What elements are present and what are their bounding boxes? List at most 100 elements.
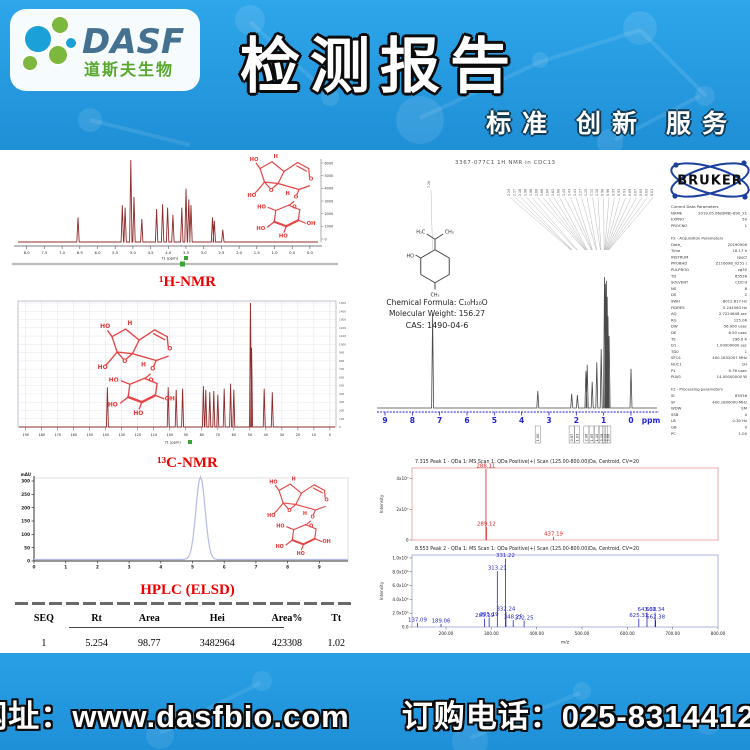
svg-text:1.0: 1.0	[271, 250, 278, 255]
bruker-logo: BRUKER	[670, 160, 750, 200]
svg-text:1200: 1200	[339, 326, 346, 330]
svg-text:H: H	[127, 320, 132, 327]
svg-text:130: 130	[119, 433, 125, 437]
svg-text:O: O	[325, 498, 329, 504]
svg-text:6.50 usec: 6.50 usec	[729, 330, 747, 335]
svg-text:7.5: 7.5	[41, 250, 48, 255]
svg-text:CH₃: CH₃	[431, 292, 440, 298]
svg-text:0: 0	[329, 433, 331, 437]
svg-text:1.00: 1.00	[739, 431, 748, 436]
svg-text:DE: DE	[671, 330, 677, 335]
svg-text:3.18: 3.18	[600, 434, 604, 442]
svg-text:0.98: 0.98	[601, 189, 605, 196]
svg-text:SWH: SWH	[671, 299, 680, 304]
svg-text:2.06: 2.06	[585, 434, 589, 442]
svg-text:65536: 65536	[735, 273, 748, 278]
svg-text:zg30: zg30	[738, 267, 748, 272]
svg-text:400.1832007 MHz: 400.1832007 MHz	[712, 355, 747, 360]
svg-text:332.24: 332.24	[497, 606, 516, 612]
svg-text:EXPNO: EXPNO	[671, 217, 684, 222]
svg-text:1.03: 1.03	[575, 434, 579, 442]
bruker-nmr-panel: 3367-077C1 1H NMR in CDC13 BRUKER Current …	[377, 160, 750, 444]
svg-text:50: 50	[742, 217, 747, 222]
svg-text:O: O	[269, 188, 274, 194]
x-axis: 8.0 7.5 7.0 6.5 6.0 5.5 5.0 4.5 4.0 3.5 3.0 2.5 2.0 1…	[14, 245, 322, 261]
svg-text:f1 (ppm): f1 (ppm)	[165, 441, 181, 445]
svg-text:7: 7	[437, 416, 442, 425]
svg-text:HO: HO	[267, 513, 275, 519]
svg-text:PROBHD: PROBHD	[671, 261, 687, 266]
svg-text:O: O	[167, 345, 172, 352]
svg-text:m/z: m/z	[561, 640, 570, 646]
brand-name: DASF	[82, 22, 184, 62]
hplc-label: HPLC (ELSD)	[140, 582, 235, 598]
table-top-rule	[15, 602, 355, 605]
svg-text:6: 6	[464, 416, 469, 425]
peaks	[18, 159, 318, 243]
svg-text:288.11: 288.11	[477, 463, 496, 469]
integration-values: 1.00 0.97 1.03 2.06 1.05 1.10 3.18 3.12 3.06	[534, 425, 612, 444]
svg-text:125.06: 125.06	[734, 317, 748, 322]
svg-text:FIDRES: FIDRES	[671, 305, 685, 310]
svg-text:0: 0	[33, 565, 36, 570]
svg-text:200: 200	[21, 505, 30, 510]
svg-text:800: 800	[339, 359, 345, 363]
svg-text:HO: HO	[297, 551, 305, 557]
svg-text:8012.817 Hz: 8012.817 Hz	[723, 299, 747, 304]
svg-text:9: 9	[318, 565, 321, 570]
svg-text:0.97: 0.97	[570, 434, 574, 442]
grid	[18, 301, 336, 428]
table-header-cell: Area%	[271, 613, 303, 624]
svg-text:6.0x10⁶: 6.0x10⁶	[392, 583, 408, 588]
svg-text:5.0: 5.0	[130, 250, 137, 255]
svg-text:HO: HO	[109, 377, 119, 384]
svg-text:30: 30	[280, 433, 284, 437]
svg-text:5: 5	[191, 565, 194, 570]
svg-text:9.76 usec: 9.76 usec	[729, 368, 747, 373]
svg-text:2.0: 2.0	[236, 250, 243, 255]
svg-text:H: H	[141, 361, 146, 368]
svg-text:900: 900	[339, 351, 345, 355]
svg-text:2.5: 2.5	[218, 250, 225, 255]
svg-text:110: 110	[151, 433, 157, 437]
svg-text:437.19: 437.19	[544, 531, 563, 537]
svg-text:Time: Time	[670, 248, 681, 253]
footer: 网址：www.dasfbio.com 订购电话：025-83144123	[0, 653, 750, 750]
svg-text:Z116098_0251 (: Z116098_0251 (	[716, 261, 748, 266]
h1-nmr-label: ¹H-NMR	[159, 274, 216, 290]
svg-text:300: 300	[21, 479, 30, 484]
svg-text:NS: NS	[671, 286, 677, 291]
svg-text:0: 0	[325, 237, 327, 241]
header: DASF 道斯夫生物 检测报告 标准 创新 服务	[0, 0, 750, 150]
svg-text:BRUKER: BRUKER	[677, 174, 742, 189]
svg-text:662.38: 662.38	[646, 615, 665, 621]
svg-text:8.0: 8.0	[24, 250, 31, 255]
table-header-cell: Hei	[209, 613, 225, 624]
table-header-cell: SEQ	[33, 613, 54, 624]
svg-text:137.09: 137.09	[408, 617, 427, 623]
svg-text:1H: 1H	[742, 362, 747, 367]
svg-text:8.553 Peak 2 - QDa 1: MS Scan: 8.553 Peak 2 - QDa 1: MS Scan 1: QDa Pos…	[415, 546, 639, 552]
svg-text:7.315 Peak 1 - QDa 1: MS Scan: 7.315 Peak 1 - QDa 1: MS Scan 1: QDa Pos…	[415, 459, 639, 465]
svg-text:1400: 1400	[339, 309, 346, 313]
svg-text:1.10: 1.10	[595, 189, 599, 196]
svg-text:400: 400	[339, 392, 345, 396]
svg-text:H: H	[292, 477, 296, 483]
svg-text:60: 60	[232, 433, 236, 437]
svg-text:180: 180	[38, 433, 44, 437]
svg-text:0.83: 0.83	[645, 189, 649, 196]
svg-text:1: 1	[64, 565, 67, 570]
svg-text:O: O	[294, 195, 299, 201]
svg-text:2.16: 2.16	[518, 189, 522, 196]
svg-text:700: 700	[339, 367, 345, 371]
table-header-rule	[69, 627, 284, 628]
svg-text:40: 40	[264, 433, 268, 437]
svg-text:3: 3	[128, 565, 131, 570]
svg-text:2: 2	[96, 565, 99, 570]
svg-text:189.06: 189.06	[432, 618, 451, 624]
svg-text:1: 1	[745, 349, 748, 354]
svg-text:2x10⁷: 2x10⁷	[396, 507, 408, 512]
svg-text:80: 80	[200, 433, 204, 437]
svg-text:H₃C: H₃C	[416, 229, 426, 235]
